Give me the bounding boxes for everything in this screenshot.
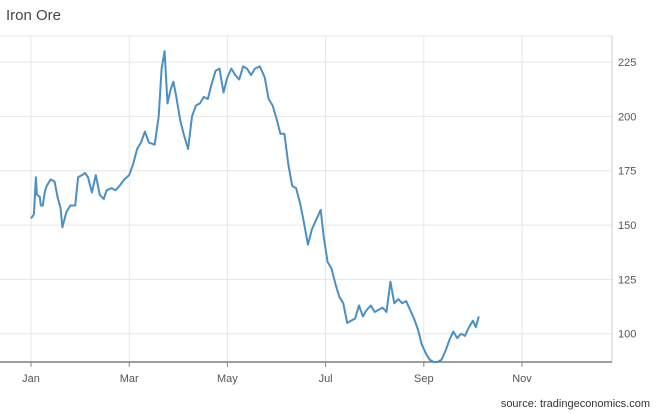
source-credit: source: tradingeconomics.com — [500, 398, 650, 410]
y-tick-label: 200 — [618, 111, 636, 123]
axes — [0, 35, 613, 363]
x-tick-label: Jan — [22, 373, 40, 385]
x-tick-label: Sep — [414, 373, 434, 385]
x-tick-label: Mar — [120, 373, 139, 385]
x-tick-label: Nov — [512, 373, 532, 385]
y-tick-label: 175 — [618, 166, 636, 178]
y-axis-ticks: 100 125 150 175 200 225 — [618, 57, 636, 341]
y-tick-label: 100 — [618, 329, 636, 341]
x-tick-label: Jul — [319, 373, 333, 385]
y-tick-label: 125 — [618, 274, 636, 286]
series-layer — [30, 50, 480, 363]
grid-lines — [0, 36, 612, 362]
chart-title: Iron Ore — [6, 7, 62, 24]
series-line — [30, 50, 480, 363]
y-tick-label: 150 — [618, 220, 636, 232]
x-axis-ticks: Jan Mar May Jul Sep Nov — [22, 362, 532, 385]
y-tick-label: 225 — [618, 57, 636, 69]
x-tick-label: May — [217, 373, 238, 385]
